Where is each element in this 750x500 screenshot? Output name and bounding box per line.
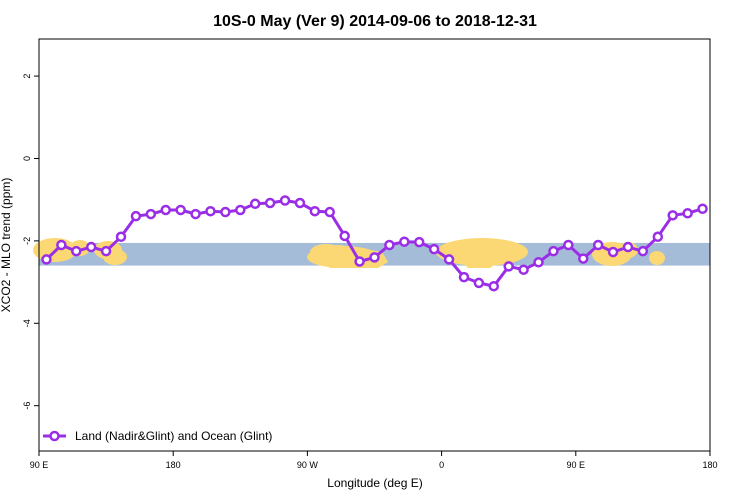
series-layer xyxy=(41,195,708,292)
data-point xyxy=(503,261,514,272)
legend-marker xyxy=(49,430,60,442)
data-point xyxy=(175,204,186,216)
data-point xyxy=(264,197,276,209)
data-point xyxy=(607,246,619,258)
x-tick-label: 90 E xyxy=(567,460,586,470)
data-point xyxy=(279,195,291,206)
y-tick-label: -4 xyxy=(22,319,32,327)
y-axis-title: XCO2 - MLO trend (ppm) xyxy=(0,178,13,313)
data-point xyxy=(428,243,440,255)
data-point xyxy=(354,256,365,267)
chart-title: 10S-0 May (Ver 9) 2014-09-06 to 2018-12-… xyxy=(213,13,537,30)
data-point xyxy=(458,271,470,283)
y-tick-label: 0 xyxy=(22,156,32,161)
data-point xyxy=(85,241,97,253)
data-point xyxy=(190,208,201,220)
data-point xyxy=(637,245,649,257)
map-land xyxy=(320,245,388,268)
data-point xyxy=(235,204,246,216)
legend-label: Land (Nadir&Glint) and Ocean (Glint) xyxy=(75,429,272,443)
data-point xyxy=(41,254,52,265)
data-point xyxy=(652,231,664,243)
map-land xyxy=(649,251,665,265)
x-axis: 90 E 180 90 W 0 90 E 180 xyxy=(30,451,718,470)
plot-border xyxy=(38,38,711,452)
data-point xyxy=(413,236,425,248)
data-point xyxy=(71,245,82,257)
data-point xyxy=(205,205,216,217)
data-point xyxy=(369,252,380,263)
data-point xyxy=(622,241,634,253)
data-point xyxy=(100,245,112,257)
x-axis-title: Longitude (deg E) xyxy=(327,476,422,490)
x-tick-label: 180 xyxy=(702,460,717,470)
data-point xyxy=(578,253,589,264)
data-point xyxy=(518,264,529,275)
data-point xyxy=(533,257,544,268)
data-point xyxy=(592,239,604,251)
data-point xyxy=(249,198,261,210)
data-point xyxy=(324,206,336,218)
data-point xyxy=(309,205,321,217)
x-tick-label: 90 W xyxy=(297,460,319,470)
y-tick-label: 2 xyxy=(22,74,32,79)
x-tick-label: 180 xyxy=(166,460,181,470)
data-point xyxy=(443,254,455,265)
y-axis: 2 0 -2 -4 -6 xyxy=(22,74,39,410)
data-point xyxy=(130,210,142,222)
data-point xyxy=(548,245,559,257)
data-point xyxy=(697,203,708,214)
data-point xyxy=(160,204,171,216)
data-point xyxy=(667,210,678,221)
data-point xyxy=(473,277,485,289)
data-point xyxy=(399,236,410,247)
x-tick-label: 0 xyxy=(439,460,444,470)
data-point xyxy=(563,239,574,251)
y-tick-label: -2 xyxy=(22,237,32,245)
data-point xyxy=(145,208,157,220)
x-tick-label: 90 E xyxy=(30,460,49,470)
data-point xyxy=(384,239,395,251)
data-point xyxy=(682,208,693,219)
data-point xyxy=(220,206,231,218)
data-point xyxy=(294,197,306,209)
data-point xyxy=(115,231,127,243)
plot-frame xyxy=(38,38,711,452)
data-point xyxy=(488,280,500,292)
data-point xyxy=(339,230,350,242)
data-point xyxy=(56,239,67,251)
legend: Land (Nadir&Glint) and Ocean (Glint) xyxy=(43,429,272,443)
y-tick-label: -6 xyxy=(22,402,32,410)
map-land xyxy=(455,245,505,268)
